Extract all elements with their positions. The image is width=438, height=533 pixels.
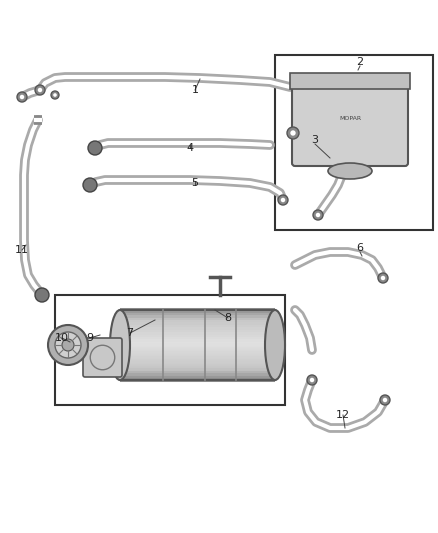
Bar	[120, 310, 275, 380]
Circle shape	[35, 288, 49, 302]
Circle shape	[20, 95, 24, 99]
Circle shape	[307, 375, 317, 385]
Circle shape	[378, 273, 388, 283]
Ellipse shape	[110, 310, 130, 380]
Circle shape	[83, 178, 97, 192]
Circle shape	[53, 93, 57, 97]
Circle shape	[290, 130, 296, 136]
Text: 10: 10	[55, 333, 69, 343]
Text: 12: 12	[336, 410, 350, 420]
Text: 2: 2	[357, 57, 364, 67]
Circle shape	[35, 85, 45, 95]
Bar	[290, 73, 410, 89]
Circle shape	[380, 395, 390, 405]
Circle shape	[48, 325, 88, 365]
Text: 6: 6	[357, 243, 364, 253]
Circle shape	[316, 213, 320, 217]
Ellipse shape	[265, 310, 285, 380]
Text: 4: 4	[187, 143, 194, 153]
Text: 3: 3	[311, 135, 318, 145]
Bar	[55, 295, 285, 405]
Text: 1: 1	[191, 85, 198, 95]
Text: 11: 11	[15, 245, 29, 255]
Bar	[305, 74, 309, 88]
Circle shape	[310, 378, 314, 382]
Circle shape	[55, 332, 81, 358]
Circle shape	[287, 127, 299, 139]
Circle shape	[278, 195, 288, 205]
Bar	[295, 74, 299, 88]
Circle shape	[62, 339, 74, 351]
Circle shape	[51, 91, 59, 99]
Circle shape	[281, 198, 285, 202]
Bar	[300, 74, 304, 88]
Text: MOPAR: MOPAR	[339, 116, 361, 120]
Text: 9: 9	[86, 333, 94, 343]
Text: 5: 5	[191, 178, 198, 188]
FancyBboxPatch shape	[83, 338, 122, 377]
Circle shape	[383, 398, 387, 402]
Circle shape	[88, 141, 102, 155]
Ellipse shape	[328, 163, 372, 179]
Circle shape	[313, 210, 323, 220]
Circle shape	[17, 92, 27, 102]
Text: 8: 8	[224, 313, 232, 323]
Text: 7: 7	[127, 328, 134, 338]
Bar	[290, 74, 294, 88]
Circle shape	[38, 88, 42, 92]
Circle shape	[381, 276, 385, 280]
FancyBboxPatch shape	[292, 85, 408, 166]
Bar	[275, 55, 433, 230]
